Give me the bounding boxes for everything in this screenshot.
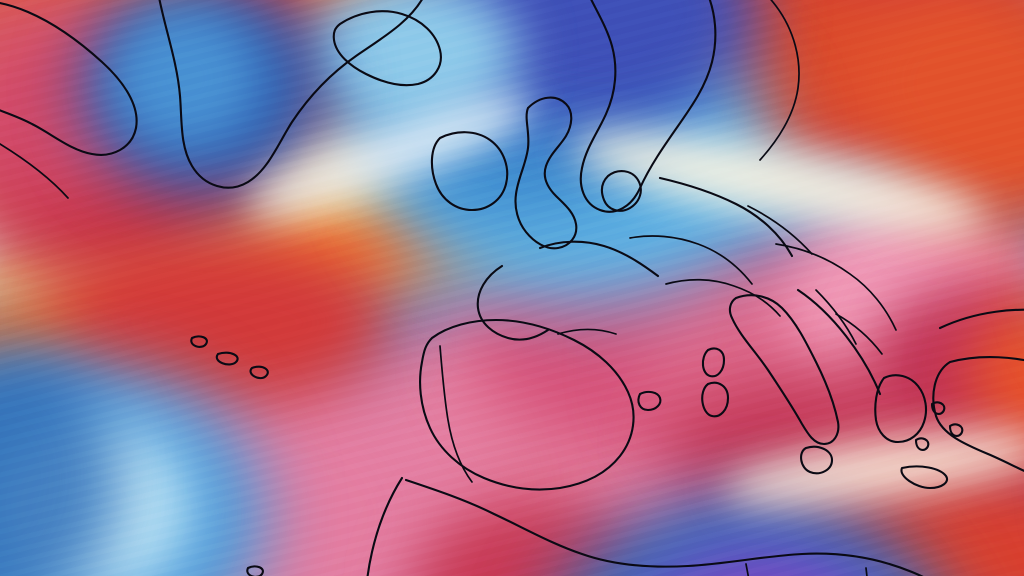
coastline-labrador-coast <box>0 98 68 198</box>
coastline-eastern-canada <box>0 1 137 155</box>
coastline-sardinia <box>702 383 728 417</box>
border-portugal <box>440 346 472 482</box>
coastline-italy <box>730 295 838 444</box>
coastline-morocco-atlantic <box>365 478 402 576</box>
coastline-great-britain <box>515 98 576 249</box>
coastline-north-africa <box>406 480 1000 576</box>
coastline-ireland <box>432 132 507 210</box>
coastline-turkey <box>933 357 1024 487</box>
border-alps <box>666 280 780 316</box>
border-carpathians <box>776 244 896 330</box>
coastline-crete <box>901 466 947 488</box>
border-poland-belarus <box>748 206 812 254</box>
border-central-europe <box>630 236 752 284</box>
coastline-iberia <box>420 320 633 490</box>
border-pyrenees <box>558 330 616 335</box>
coastline-sicily <box>801 447 832 474</box>
coastline-azores <box>191 336 268 378</box>
coastline-corsica <box>703 348 724 376</box>
coastline-baltic <box>660 178 792 256</box>
coastline-france-atlantic <box>478 266 548 340</box>
border-former-yugoslavia <box>816 290 856 344</box>
border-libya-egypt <box>866 568 872 576</box>
coastline-scandinavia <box>580 0 716 212</box>
coastline-denmark <box>602 171 641 211</box>
coastline-balearics <box>638 392 660 410</box>
coastline-nw-europe <box>540 242 658 276</box>
border-balkans-inner <box>836 314 882 354</box>
coastline-iceland <box>334 11 441 85</box>
coastline-finland <box>704 0 799 160</box>
border-algeria-libya <box>746 564 766 576</box>
coastline-balkans <box>798 290 880 394</box>
coastline-greenland <box>155 0 433 188</box>
coastline-madeira <box>247 566 263 576</box>
coastline-greece <box>875 375 926 442</box>
coastline-black-sea <box>940 310 1024 362</box>
